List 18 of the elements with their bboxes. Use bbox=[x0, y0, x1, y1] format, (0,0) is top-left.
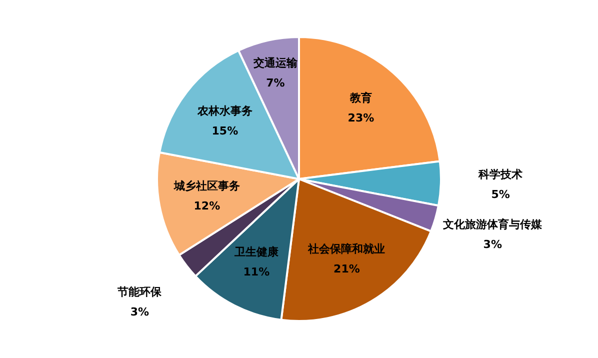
data-label: 23% bbox=[348, 112, 374, 125]
slice-label: 城乡社区事务 bbox=[172, 179, 240, 192]
data-label: 21% bbox=[334, 262, 360, 276]
slice-label: 交通运输 bbox=[252, 56, 298, 70]
slice-label: 科学技术 bbox=[478, 168, 523, 182]
data-label: 5% bbox=[491, 188, 510, 202]
slice-label: 节能环保 bbox=[116, 285, 163, 298]
slice-label: 文化旅游体育与传媒 bbox=[442, 218, 544, 232]
slice-label: 社会保障和就业 bbox=[307, 242, 386, 256]
slice-label: 教育 bbox=[348, 92, 372, 105]
data-label: 11% bbox=[243, 265, 270, 278]
data-label: 15% bbox=[212, 124, 238, 138]
data-label: 3% bbox=[130, 305, 150, 318]
data-label: 3% bbox=[483, 238, 502, 252]
data-label: 12% bbox=[194, 199, 220, 212]
data-label: 7% bbox=[266, 76, 285, 90]
slice-label: 卫生健康 bbox=[233, 245, 280, 258]
slice-label: 农林水事务 bbox=[196, 104, 252, 118]
